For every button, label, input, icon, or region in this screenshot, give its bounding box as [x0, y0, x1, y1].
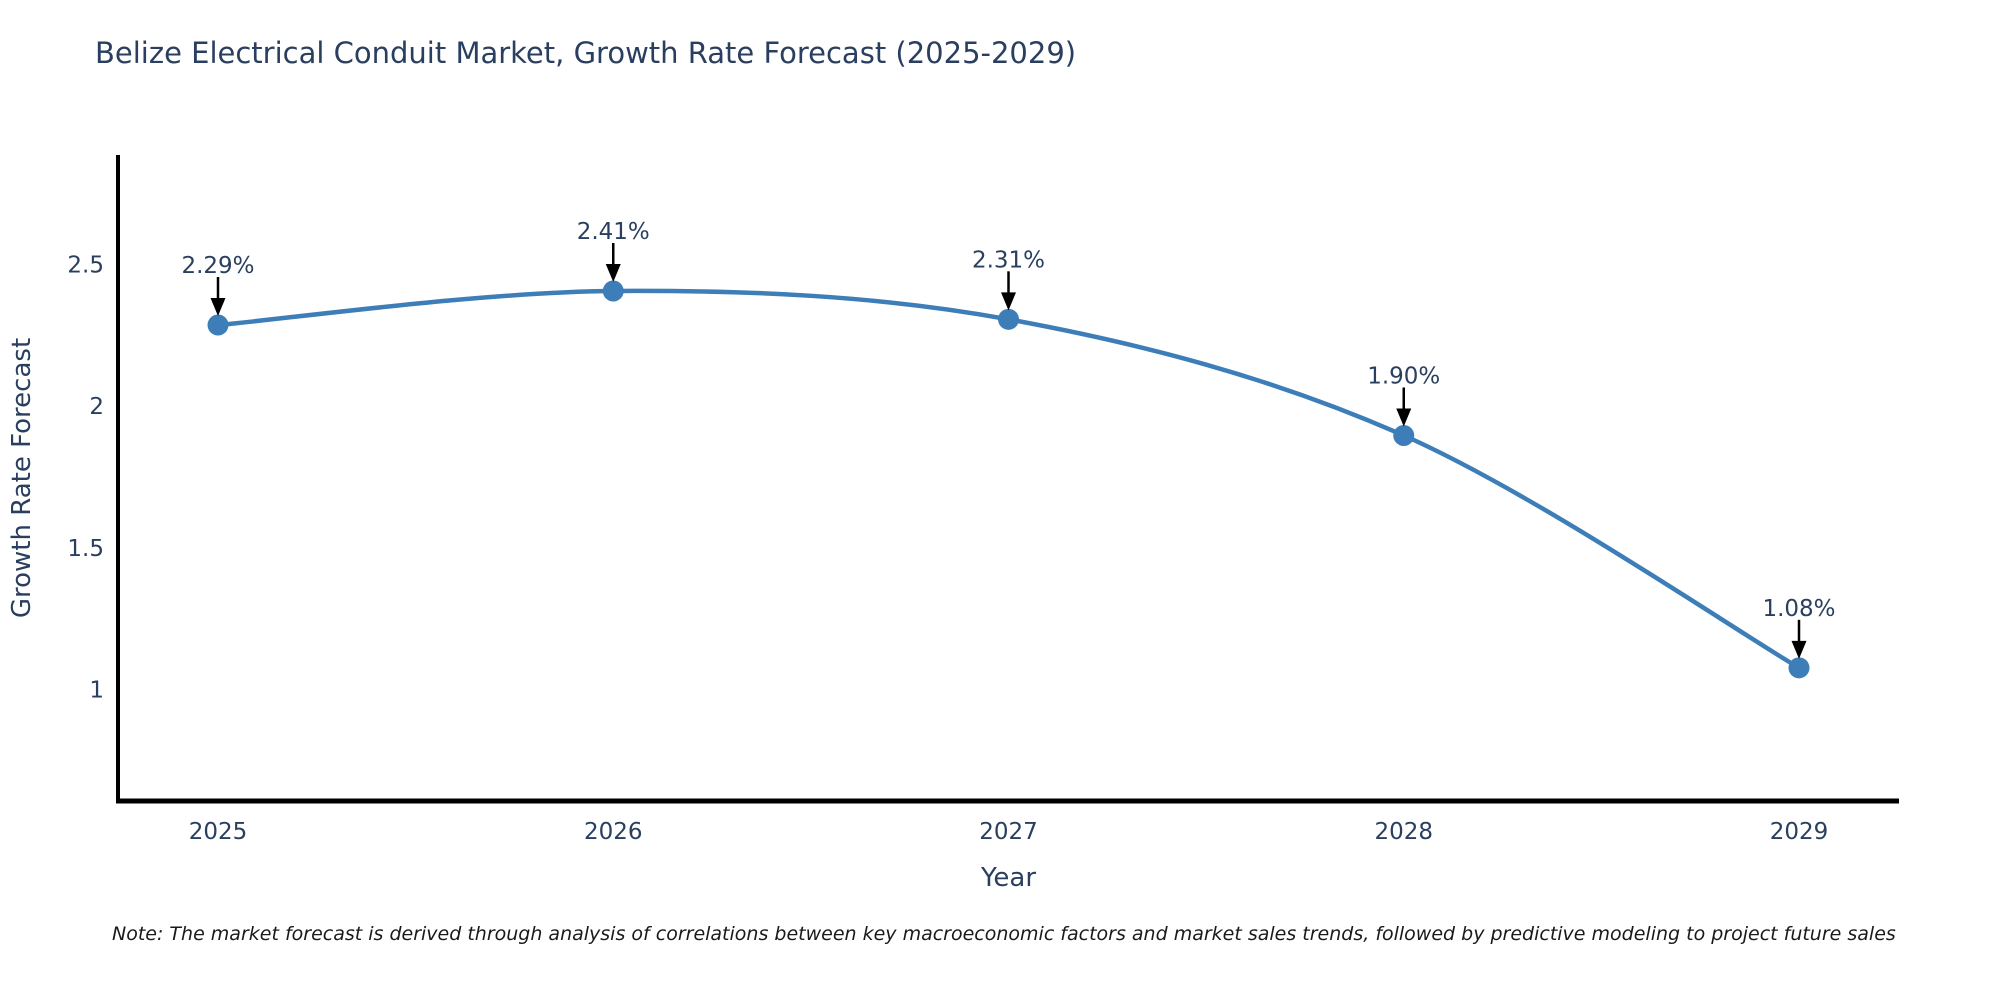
x-tick-label: 2027 — [979, 819, 1038, 845]
x-axis-title: Year — [980, 863, 1036, 893]
chart-title: Belize Electrical Conduit Market, Growth… — [95, 36, 1077, 70]
x-tick-label: 2026 — [584, 819, 643, 845]
note-text: Note: The market forecast is derived thr… — [112, 923, 1896, 945]
y-tick-label: 2 — [89, 394, 104, 420]
data-point-marker — [602, 280, 624, 302]
data-point-label: 2.41% — [577, 219, 650, 245]
x-tick-label: 2025 — [189, 819, 248, 845]
y-tick-label: 1 — [89, 678, 104, 704]
data-point-marker — [207, 314, 229, 336]
data-point-label: 1.90% — [1367, 364, 1440, 390]
data-point-marker — [1788, 657, 1810, 679]
data-point-marker — [1393, 425, 1415, 446]
line-series-path — [215, 288, 1802, 671]
annotation-arrowhead — [1791, 640, 1807, 659]
data-point-marker — [998, 308, 1019, 330]
x-tick-label: 2029 — [1770, 819, 1829, 845]
annotation-arrowhead — [1001, 292, 1016, 311]
annotation-arrowhead — [1396, 408, 1412, 427]
y-axis-title: Growth Rate Forecast — [7, 338, 37, 618]
y-tick-label: 2.5 — [67, 253, 104, 279]
data-point-label: 2.31% — [972, 247, 1045, 273]
x-tick-label: 2028 — [1374, 819, 1433, 845]
data-point-label: 1.08% — [1762, 596, 1835, 622]
y-tick-label: 1.5 — [67, 536, 104, 562]
annotation-arrowhead — [210, 298, 226, 316]
data-point-label: 2.29% — [181, 253, 254, 279]
annotation-arrowhead — [605, 264, 621, 282]
